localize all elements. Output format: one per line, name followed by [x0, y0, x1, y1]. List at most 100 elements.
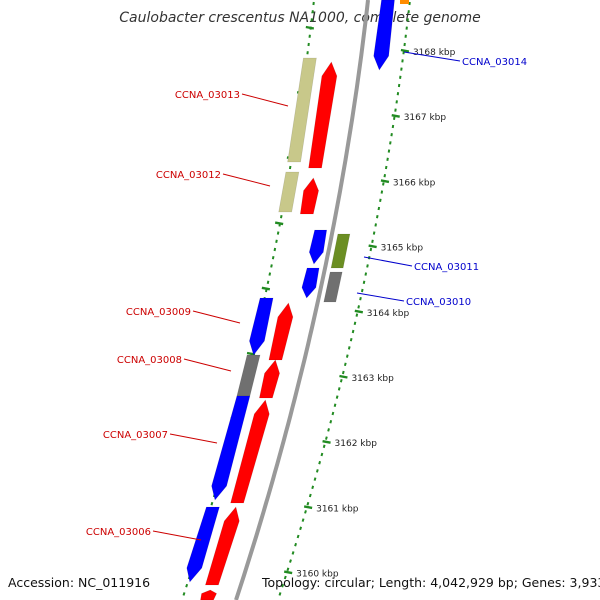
feature-group [186, 0, 409, 600]
inner-minor-tick [185, 583, 189, 588]
gray-gene-block [236, 354, 261, 397]
gene-label: CCNA_03014 [462, 57, 527, 68]
gene-label: CCNA_03007 [103, 430, 168, 441]
inner-minor-tick [268, 272, 272, 276]
outer-minor-tick [343, 362, 347, 367]
outer-minor-tick [377, 206, 381, 211]
outer-minor-tick [382, 182, 385, 186]
forward-gene-arrow [259, 359, 280, 399]
reverse-gene-arrow [249, 297, 274, 356]
forward-gene-arrow [200, 589, 217, 600]
outer-minor-tick [278, 592, 282, 596]
orange-gene-block [400, 0, 409, 4]
olive-gene-block [287, 57, 317, 163]
outer-minor-tick [349, 337, 353, 342]
outer-minor-tick [355, 313, 359, 317]
outer-minor-tick [281, 583, 285, 588]
outer-minor-tick [322, 444, 326, 449]
gene-leader-line [183, 358, 232, 372]
outer-minor-tick [294, 542, 298, 547]
inner-minor-tick [273, 247, 277, 252]
gene-leader-line [192, 310, 241, 324]
kbp-label: 3166 kbp [393, 178, 436, 188]
gene-label: CCNA_03012 [156, 170, 221, 181]
forward-gene-arrow [204, 506, 240, 586]
accession-text: Accession: NC_011916 [8, 575, 151, 590]
reverse-gene-arrow [301, 267, 320, 299]
gene-label: CCNA_03011 [414, 262, 479, 273]
outer-minor-tick [383, 174, 387, 178]
outer-minor-tick [364, 272, 368, 276]
inner-major-tick [261, 286, 271, 291]
olive-gene-block [278, 171, 300, 213]
major-tick [339, 374, 348, 379]
gene-leader-line [363, 256, 413, 267]
outer-minor-tick [369, 247, 373, 252]
kbp-label: 3160 kbp [296, 570, 339, 580]
major-tick [380, 179, 390, 184]
gene-leader-line [222, 173, 271, 187]
outer-minor-tick [359, 296, 362, 301]
outer-minor-tick [315, 469, 319, 473]
gene-label: CCNA_03006 [86, 527, 151, 538]
outer-minor-tick [372, 231, 376, 235]
inner-minor-tick [271, 255, 275, 260]
forward-gene-arrow [299, 177, 319, 215]
outer-minor-tick [306, 501, 310, 506]
reverse-gene-arrow [308, 229, 328, 265]
gene-leader-line [152, 530, 202, 541]
outer-minor-tick [353, 321, 357, 326]
outer-minor-tick [333, 403, 337, 408]
gray-gene-block [323, 271, 343, 303]
outer-minor-tick [318, 460, 322, 465]
major-tick [368, 244, 377, 249]
outer-minor-tick [374, 223, 377, 227]
outer-minor-tick [360, 288, 364, 293]
kbp-label: 3162 kbp [335, 439, 378, 449]
green-gene-block [330, 233, 351, 269]
outer-minor-tick [386, 157, 389, 161]
backbone-group [234, 0, 370, 600]
inner-minor-tick [288, 165, 292, 170]
outer-minor-tick [371, 239, 374, 243]
outer-minor-tick [351, 329, 355, 334]
outer-minor-tick [313, 477, 317, 481]
inner-minor-tick [270, 264, 273, 268]
outer-minor-tick [341, 370, 345, 375]
outer-minor-tick [335, 395, 339, 399]
gene-label: CCNA_03008 [117, 355, 182, 366]
gene-leader-line [356, 292, 405, 302]
outer-minor-tick [357, 305, 360, 309]
outer-minor-tick [339, 378, 343, 383]
kbp-label: 3161 kbp [316, 504, 359, 514]
inner-minor-tick [275, 239, 278, 243]
gene-label: CCNA_03013 [175, 90, 240, 101]
inner-major-tick [305, 25, 315, 30]
outer-minor-tick [289, 559, 292, 563]
outer-minor-tick [362, 280, 366, 285]
outer-minor-tick [380, 190, 384, 194]
gene-leader-line [241, 93, 289, 107]
inner-major-tick [274, 221, 284, 226]
kbp-label: 3168 kbp [413, 48, 456, 58]
outer-minor-tick [325, 436, 328, 440]
outer-minor-tick [331, 411, 335, 416]
inner-minor-tick [276, 231, 280, 235]
outer-minor-tick [329, 419, 333, 424]
label-group: 3168 kbp 3167 kbp 3166 kbp 3165 kbp 3164 kbp… [86, 48, 527, 580]
topology-text: Topology: circular; Length: 4,042,929 bp… [262, 575, 600, 590]
major-tick [283, 570, 293, 575]
outer-minor-tick [291, 551, 295, 555]
backbone-line [234, 0, 370, 600]
reverse-gene-arrow [373, 0, 395, 71]
outer-minor-tick [345, 354, 349, 358]
kbp-label: 3163 kbp [351, 374, 394, 384]
outer-minor-tick [299, 526, 303, 531]
kbp-label: 3165 kbp [381, 244, 424, 254]
major-tick [322, 440, 331, 444]
inner-minor-tick [210, 501, 214, 506]
outer-minor-tick [286, 567, 290, 572]
forward-gene-arrow [308, 61, 338, 169]
outer-minor-tick [301, 518, 305, 522]
